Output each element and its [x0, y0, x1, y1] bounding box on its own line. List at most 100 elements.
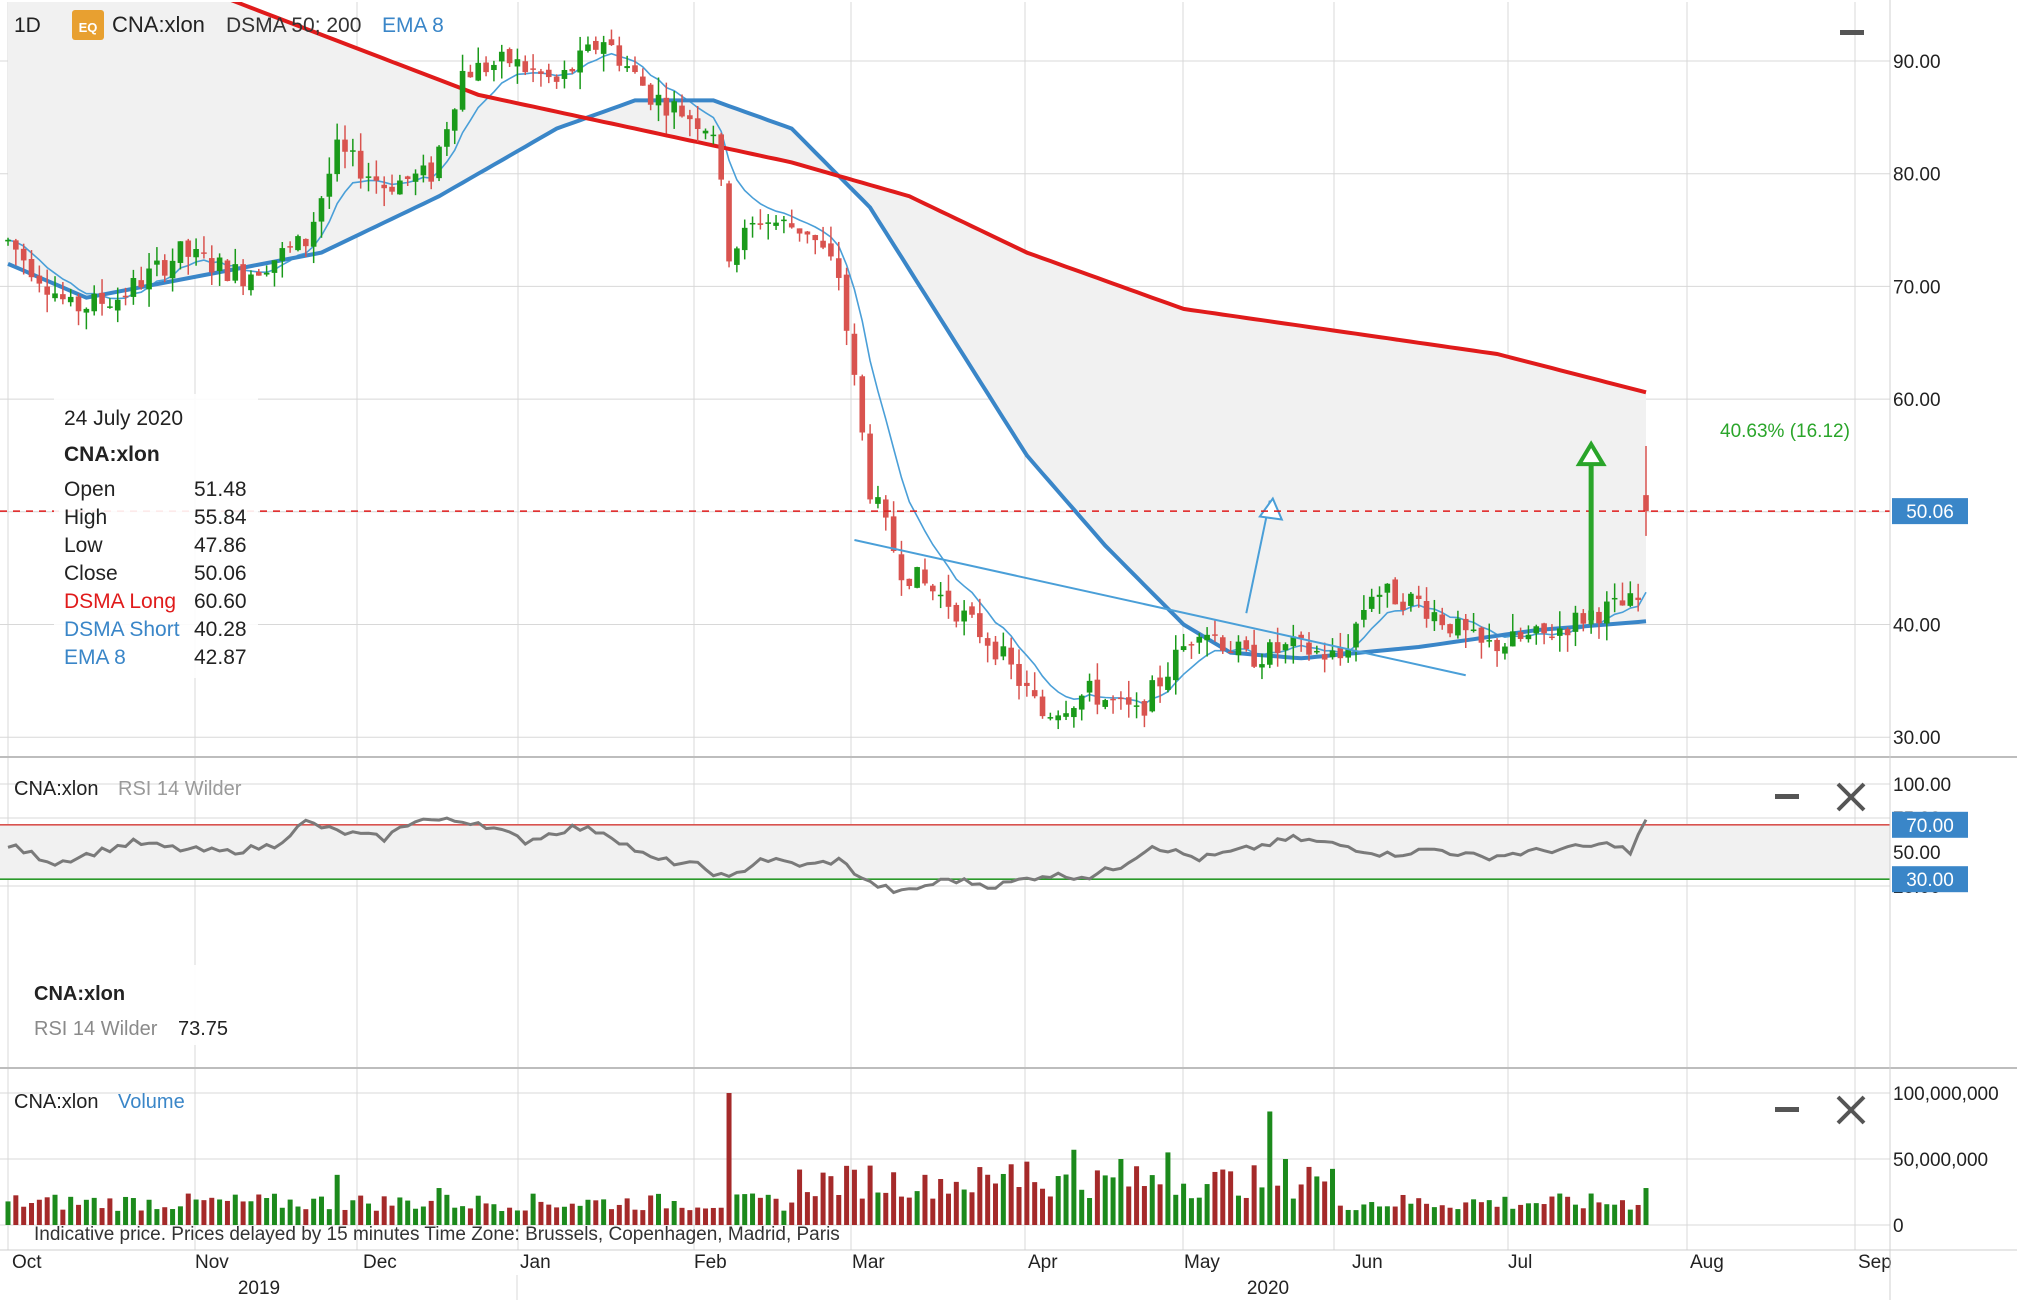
candle-body — [1306, 642, 1312, 655]
volume-bar — [1314, 1176, 1320, 1225]
candle-body — [1423, 600, 1430, 619]
info-row-label: Low — [64, 534, 103, 557]
info-row-value: 60.60 — [194, 590, 247, 613]
candle-body — [1564, 629, 1571, 636]
candle-body — [1619, 600, 1626, 606]
candle-body — [451, 109, 458, 131]
candle-body — [1290, 636, 1297, 647]
volume-bar — [154, 1209, 160, 1225]
volume-bar — [381, 1196, 387, 1225]
volume-symbol-label[interactable]: CNA:xlon — [14, 1091, 98, 1113]
volume-bar — [514, 1210, 520, 1225]
volume-bar — [193, 1199, 199, 1225]
rsi-tick-label: 100.00 — [1893, 775, 1951, 796]
volume-bar — [703, 1208, 709, 1225]
volume-tick-label: 50,000,000 — [1893, 1150, 1988, 1171]
candle-body — [5, 239, 11, 242]
candle-body — [961, 610, 967, 622]
volume-bar — [1275, 1185, 1281, 1225]
candle-body — [1611, 597, 1618, 600]
volume-tick-label: 0 — [1893, 1216, 1904, 1237]
candle-body — [287, 246, 293, 248]
candle-body — [1063, 713, 1069, 717]
info-rows: Open 51.48 High 55.84 Low 47.86 Close 50.06 DSMA… — [64, 478, 247, 669]
minimize-rsi-panel-icon[interactable] — [1775, 794, 1799, 799]
candle-body — [1447, 624, 1453, 634]
candle-body — [404, 176, 411, 179]
candle-body — [381, 184, 387, 189]
volume-bar — [953, 1181, 959, 1225]
candle-body — [318, 198, 325, 222]
volume-bar — [366, 1203, 372, 1225]
volume-bar — [961, 1189, 967, 1225]
volume-bar — [311, 1198, 317, 1225]
candle-body — [953, 604, 960, 622]
ma-shaded-region — [8, 0, 1646, 659]
volume-bar — [177, 1206, 183, 1225]
candle-body — [930, 585, 936, 592]
volume-indicator-label[interactable]: Volume — [118, 1091, 185, 1113]
ema-indicator-label[interactable]: EMA 8 — [382, 14, 444, 37]
candle-body — [67, 296, 74, 303]
candle-body — [1086, 680, 1093, 693]
symbol-title[interactable]: CNA:xlon — [112, 12, 205, 37]
close-volume-panel-icon[interactable] — [1836, 1095, 1866, 1125]
info-row-value: 47.86 — [194, 534, 247, 557]
candle-body — [835, 258, 842, 278]
candle-body — [13, 240, 19, 250]
candle-body — [216, 257, 223, 271]
candle-body — [208, 258, 215, 273]
candle-body — [1415, 595, 1422, 599]
volume-bar — [21, 1206, 27, 1225]
volume-bar — [287, 1199, 293, 1225]
volume-bar — [217, 1199, 223, 1225]
candle-body — [1462, 618, 1469, 631]
volume-bar — [1181, 1183, 1187, 1225]
volume-bar — [906, 1197, 912, 1225]
volume-bar — [1243, 1197, 1249, 1225]
candle-body — [1376, 594, 1383, 597]
rsi-upper-label-bg — [1892, 811, 1968, 838]
candle-body — [1024, 682, 1030, 686]
rsi-lower-label: 30.00 — [1906, 870, 1954, 891]
volume-bar — [875, 1192, 881, 1225]
rsi-indicator-label[interactable]: RSI 14 Wilder — [118, 778, 242, 800]
dsma-indicator-label[interactable]: DSMA 50; 200 — [226, 14, 361, 37]
candle-body — [1627, 593, 1634, 606]
candle-body — [702, 130, 709, 134]
info-row-label: High — [64, 506, 107, 529]
volume-bar — [1282, 1159, 1288, 1225]
volume-bar — [1439, 1205, 1445, 1225]
volume-bar — [1110, 1177, 1116, 1225]
candle-body — [1165, 676, 1171, 690]
month-label: Jun — [1352, 1252, 1383, 1273]
price-tick-label: 60.00 — [1893, 390, 1941, 411]
volume-bar — [1149, 1175, 1155, 1225]
candle-body — [177, 241, 184, 263]
interval-label[interactable]: 1D — [14, 14, 41, 37]
volume-bar — [883, 1192, 889, 1225]
volume-bar — [358, 1195, 364, 1225]
price-tick-label: 80.00 — [1893, 165, 1941, 186]
candle-body — [538, 71, 544, 74]
rsi-symbol-label[interactable]: CNA:xlon — [14, 778, 98, 800]
candle-body — [1031, 690, 1038, 697]
candle-body — [1251, 644, 1257, 667]
candle-body — [671, 101, 677, 113]
minimize-price-panel-icon[interactable] — [1840, 30, 1864, 35]
volume-bar — [295, 1206, 301, 1225]
close-rsi-panel-icon[interactable] — [1836, 782, 1866, 812]
month-label: Oct — [12, 1252, 42, 1273]
volume-bar — [993, 1183, 999, 1225]
candle-body — [867, 433, 873, 500]
candle-body — [1118, 697, 1124, 700]
minimize-volume-panel-icon[interactable] — [1775, 1107, 1799, 1112]
info-row-value: 51.48 — [194, 478, 247, 501]
volume-bar — [1392, 1206, 1398, 1225]
candle-body — [130, 278, 137, 297]
volume-bar — [1220, 1169, 1226, 1225]
volume-bar — [107, 1198, 113, 1225]
volume-bar — [828, 1176, 834, 1225]
volume-bar — [420, 1206, 426, 1225]
volume-bar — [1165, 1152, 1171, 1225]
